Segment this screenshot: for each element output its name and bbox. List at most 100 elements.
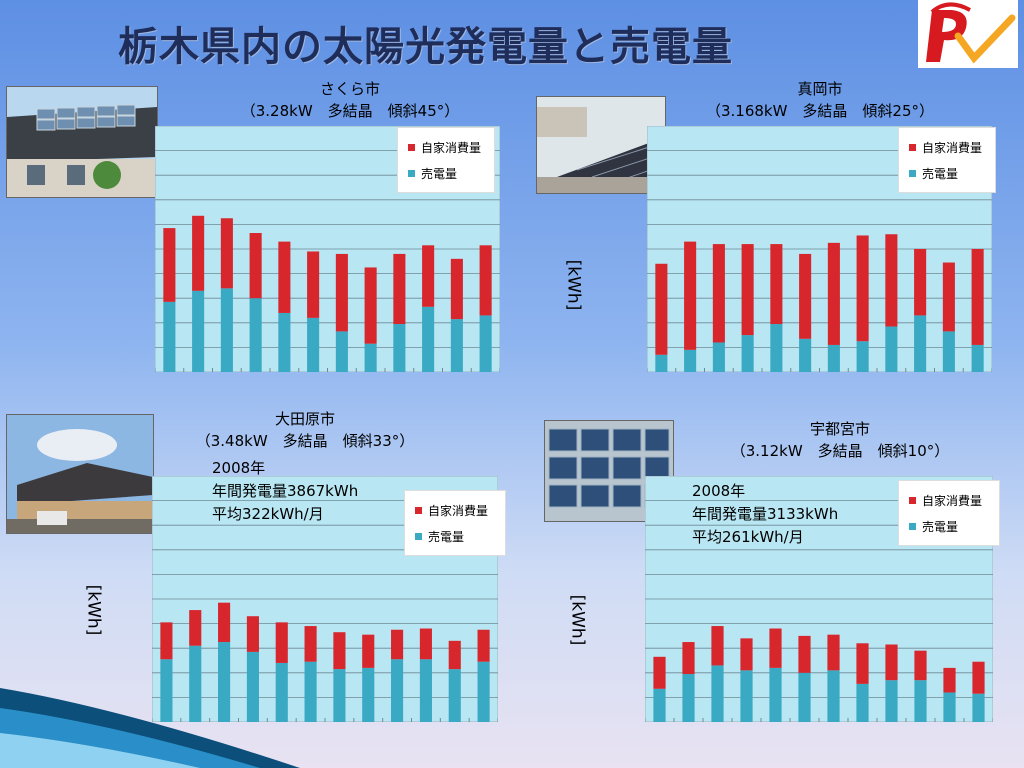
bar-self-use	[160, 622, 173, 660]
bar-self-use	[827, 242, 840, 345]
bar-sold	[943, 692, 956, 722]
bar-self-use	[448, 640, 461, 670]
chart4-note-annual: 年間発電量3133kWh	[692, 505, 839, 523]
bar-self-use	[885, 234, 898, 327]
bar-self-use	[479, 245, 492, 316]
chart3-note-year: 2008年	[212, 459, 266, 477]
bar-sold	[246, 651, 259, 722]
legend-swatch-sold	[408, 169, 415, 177]
bar-sold	[163, 301, 176, 372]
chart2-subtitle: （3.168kW 多結晶 傾斜25°）	[705, 102, 935, 120]
bar-self-use	[192, 215, 205, 291]
bar-self-use	[770, 244, 783, 325]
legend-label-sold: 売電量	[428, 529, 465, 544]
chart3-note-average: 平均322kWh/月	[212, 505, 324, 523]
chart4-title: 宇都宮市	[809, 420, 870, 438]
bar-self-use	[450, 258, 463, 320]
bar-self-use	[249, 233, 262, 299]
bar-sold	[740, 670, 753, 722]
photo-sakura-house	[6, 86, 158, 198]
slide-title: 栃木県内の太陽光発電量と売電量	[118, 24, 733, 70]
photo-otawara-house	[6, 414, 154, 534]
bar-self-use	[653, 656, 666, 689]
bar-sold	[971, 344, 984, 372]
legend-label-self: 自家消費量	[922, 140, 983, 155]
chart3-title: 大田原市	[274, 410, 335, 428]
bar-self-use	[393, 253, 406, 325]
bar-self-use	[684, 241, 697, 350]
photo-moka-house	[536, 96, 666, 194]
bar-sold	[448, 669, 461, 722]
bar-self-use	[275, 622, 288, 663]
chart3-caption: 大田原市 （3.48kW 多結晶 傾斜33°）	[160, 408, 450, 452]
bar-sold	[391, 659, 404, 722]
chart3-note-annual: 年間発電量3867kWh	[212, 482, 359, 500]
bar-self-use	[856, 235, 869, 342]
bar-self-use	[971, 249, 984, 345]
bar-sold	[422, 306, 435, 372]
legend-label-sold: 売電量	[922, 519, 959, 534]
chart2-caption: 真岡市 （3.168kW 多結晶 傾斜25°）	[670, 78, 970, 122]
bar-sold	[450, 319, 463, 372]
bar-sold	[827, 670, 840, 722]
bar-self-use	[218, 602, 231, 643]
bar-self-use	[943, 667, 956, 693]
chart2-title: 真岡市	[797, 80, 843, 98]
legend-label-sold: 売電量	[922, 166, 959, 181]
bar-self-use	[799, 253, 812, 339]
bar-sold	[799, 338, 812, 372]
bar-sold	[160, 659, 173, 722]
bar-sold	[655, 354, 668, 372]
bar-sold	[770, 324, 783, 372]
chart4-caption: 宇都宮市 （3.12kW 多結晶 傾斜10°）	[690, 418, 990, 462]
bar-sold	[769, 667, 782, 722]
bar-sold	[712, 342, 725, 372]
legend-label-self: 自家消費量	[922, 493, 983, 508]
legend-label-sold: 売電量	[421, 166, 458, 181]
bar-self-use	[769, 628, 782, 668]
bar-self-use	[740, 638, 753, 671]
bar-sold	[335, 331, 348, 372]
bar-sold	[653, 688, 666, 722]
chart3-subtitle: （3.48kW 多結晶 傾斜33°）	[195, 432, 415, 450]
bar-sold	[741, 335, 754, 372]
chart4-note-year: 2008年	[692, 482, 746, 500]
legend-label-self: 自家消費量	[421, 140, 482, 155]
bar-sold	[885, 326, 898, 372]
bar-sold	[682, 674, 695, 722]
bar-self-use	[278, 241, 291, 313]
bar-self-use	[711, 626, 724, 666]
bar-self-use	[364, 267, 377, 344]
bar-self-use	[741, 244, 754, 336]
legend-swatch-self	[909, 143, 916, 151]
chart2-ylabel: [kWh]	[563, 259, 584, 311]
decorative-swoosh	[0, 688, 300, 768]
bar-sold	[304, 661, 317, 722]
bar-sold	[914, 315, 927, 372]
bar-self-use	[333, 632, 346, 670]
legend-swatch-self	[408, 143, 415, 151]
bar-self-use	[391, 629, 404, 660]
chart1-caption: さくら市 （3.28kW 多結晶 傾斜45°）	[200, 78, 500, 122]
legend-swatch-sold	[909, 522, 916, 530]
legend-label-self: 自家消費量	[428, 503, 489, 518]
legend-swatch-sold	[909, 169, 916, 177]
bar-sold	[218, 642, 231, 722]
bar-self-use	[246, 616, 259, 652]
bar-sold	[362, 667, 375, 722]
chart1-subtitle: （3.28kW 多結晶 傾斜45°）	[240, 102, 460, 120]
bar-sold	[278, 312, 291, 372]
chart3-note: 2008年 年間発電量3867kWh 平均322kWh/月	[212, 457, 358, 526]
bar-self-use	[422, 245, 435, 307]
bar-sold	[189, 645, 202, 722]
bar-self-use	[798, 635, 811, 673]
bar-self-use	[304, 626, 317, 662]
chart3-legend: 自家消費量 売電量	[404, 490, 506, 556]
bar-self-use	[914, 650, 927, 681]
bar-sold	[479, 315, 492, 372]
bar-sold	[914, 680, 927, 722]
pv-logo	[918, 0, 1018, 68]
bar-sold	[393, 324, 406, 372]
bar-sold	[827, 344, 840, 372]
chart4-legend: 自家消費量 売電量	[898, 480, 1000, 546]
